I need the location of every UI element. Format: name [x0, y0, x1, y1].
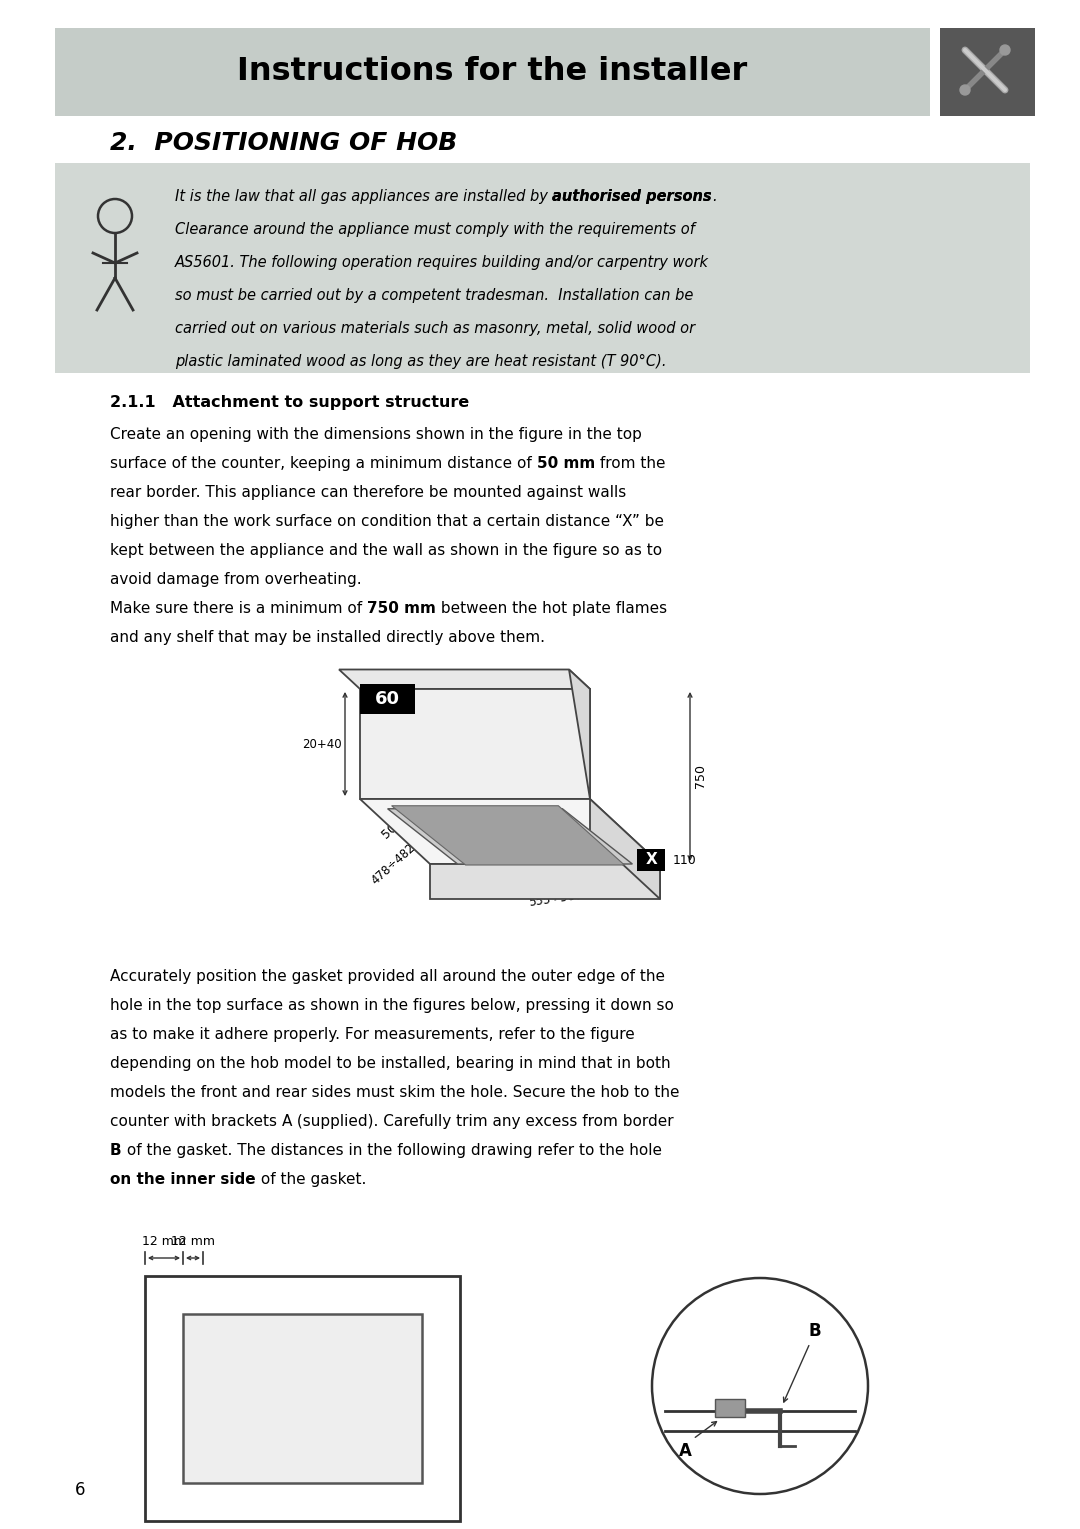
Text: of the gasket. The distances in the following drawing refer to the hole: of the gasket. The distances in the foll…: [122, 1144, 662, 1157]
Polygon shape: [590, 800, 660, 899]
Text: authorised persons: authorised persons: [553, 190, 712, 203]
Text: 555÷560: 555÷560: [527, 888, 583, 910]
Polygon shape: [388, 809, 633, 864]
Text: avoid damage from overheating.: avoid damage from overheating.: [110, 572, 362, 587]
Text: 110: 110: [673, 853, 697, 867]
Polygon shape: [430, 864, 660, 899]
Text: carried out on various materials such as masonry, metal, solid wood or: carried out on various materials such as…: [175, 321, 696, 336]
Circle shape: [960, 86, 970, 95]
Text: 12 mm: 12 mm: [171, 1235, 215, 1248]
Bar: [715, 1399, 745, 1417]
Text: 750: 750: [694, 764, 707, 789]
Text: models the front and rear sides must skim the hole. Secure the hob to the: models the front and rear sides must ski…: [110, 1086, 679, 1099]
Text: Accurately position the gasket provided all around the outer edge of the: Accurately position the gasket provided …: [110, 969, 665, 985]
Text: AS5601. The following operation requires building and/or carpentry work: AS5601. The following operation requires…: [175, 255, 708, 271]
Polygon shape: [360, 690, 590, 800]
Text: on the inner side: on the inner side: [110, 1173, 256, 1187]
Text: as to make it adhere properly. For measurements, refer to the figure: as to make it adhere properly. For measu…: [110, 1027, 635, 1041]
Text: surface of the counter, keeping a minimum distance of: surface of the counter, keeping a minimu…: [110, 456, 537, 471]
Text: plastic laminated wood as long as they are heat resistant (T 90°C).: plastic laminated wood as long as they a…: [175, 355, 666, 368]
Text: and any shelf that may be installed directly above them.: and any shelf that may be installed dire…: [110, 630, 545, 645]
Text: B: B: [110, 1144, 122, 1157]
Text: rear border. This appliance can therefore be mounted against walls: rear border. This appliance can therefor…: [110, 485, 626, 500]
Text: 12 mm: 12 mm: [141, 1235, 186, 1248]
Polygon shape: [569, 670, 590, 800]
Text: Make sure there is a minimum of: Make sure there is a minimum of: [110, 601, 367, 616]
Text: X: X: [646, 853, 658, 867]
Text: Instructions for the installer: Instructions for the installer: [238, 57, 747, 87]
Text: 60: 60: [375, 690, 400, 708]
Bar: [145, 1277, 460, 1521]
Text: of the gasket.: of the gasket.: [256, 1173, 366, 1187]
Circle shape: [1000, 44, 1010, 55]
Text: It is the law that all gas appliances are installed by: It is the law that all gas appliances ar…: [175, 190, 553, 203]
Text: 478÷482: 478÷482: [368, 841, 418, 888]
Bar: [55, 164, 1030, 373]
Text: 2.1.1   Attachment to support structure: 2.1.1 Attachment to support structure: [110, 394, 469, 410]
Bar: [183, 1313, 422, 1483]
Text: (supplied). Carefully trim any excess from border: (supplied). Carefully trim any excess fr…: [293, 1115, 674, 1128]
Text: 50 mm: 50 mm: [537, 456, 595, 471]
Text: counter with brackets: counter with brackets: [110, 1115, 282, 1128]
Polygon shape: [339, 670, 590, 690]
Text: 20+40: 20+40: [302, 737, 342, 751]
Text: kept between the appliance and the wall as shown in the figure so as to: kept between the appliance and the wall …: [110, 543, 662, 558]
Text: A: A: [678, 1442, 691, 1460]
Text: from the: from the: [595, 456, 665, 471]
Polygon shape: [392, 806, 624, 865]
Text: between the hot plate flames: between the hot plate flames: [436, 601, 667, 616]
Text: Create an opening with the dimensions shown in the figure in the top: Create an opening with the dimensions sh…: [110, 427, 642, 442]
Text: 50: 50: [379, 821, 400, 841]
Polygon shape: [360, 800, 660, 864]
Text: .: .: [712, 190, 717, 203]
Text: B: B: [809, 1323, 821, 1339]
Text: 6: 6: [75, 1482, 85, 1498]
Text: 750 mm: 750 mm: [367, 601, 436, 616]
Text: so must be carried out by a competent tradesman.  Installation can be: so must be carried out by a competent tr…: [175, 287, 693, 303]
Text: authorised persons: authorised persons: [553, 190, 712, 203]
Text: higher than the work surface on condition that a certain distance “X” be: higher than the work surface on conditio…: [110, 514, 664, 529]
Bar: [940, 28, 1035, 116]
Text: depending on the hob model to be installed, bearing in mind that in both: depending on the hob model to be install…: [110, 1057, 671, 1070]
Text: A: A: [282, 1115, 293, 1128]
Bar: [360, 683, 415, 714]
Text: hole in the top surface as shown in the figures below, pressing it down so: hole in the top surface as shown in the …: [110, 998, 674, 1014]
Bar: [55, 28, 930, 116]
Text: Clearance around the appliance must comply with the requirements of: Clearance around the appliance must comp…: [175, 222, 694, 237]
Text: 2.  POSITIONING OF HOB: 2. POSITIONING OF HOB: [110, 131, 457, 154]
Bar: [637, 849, 665, 872]
